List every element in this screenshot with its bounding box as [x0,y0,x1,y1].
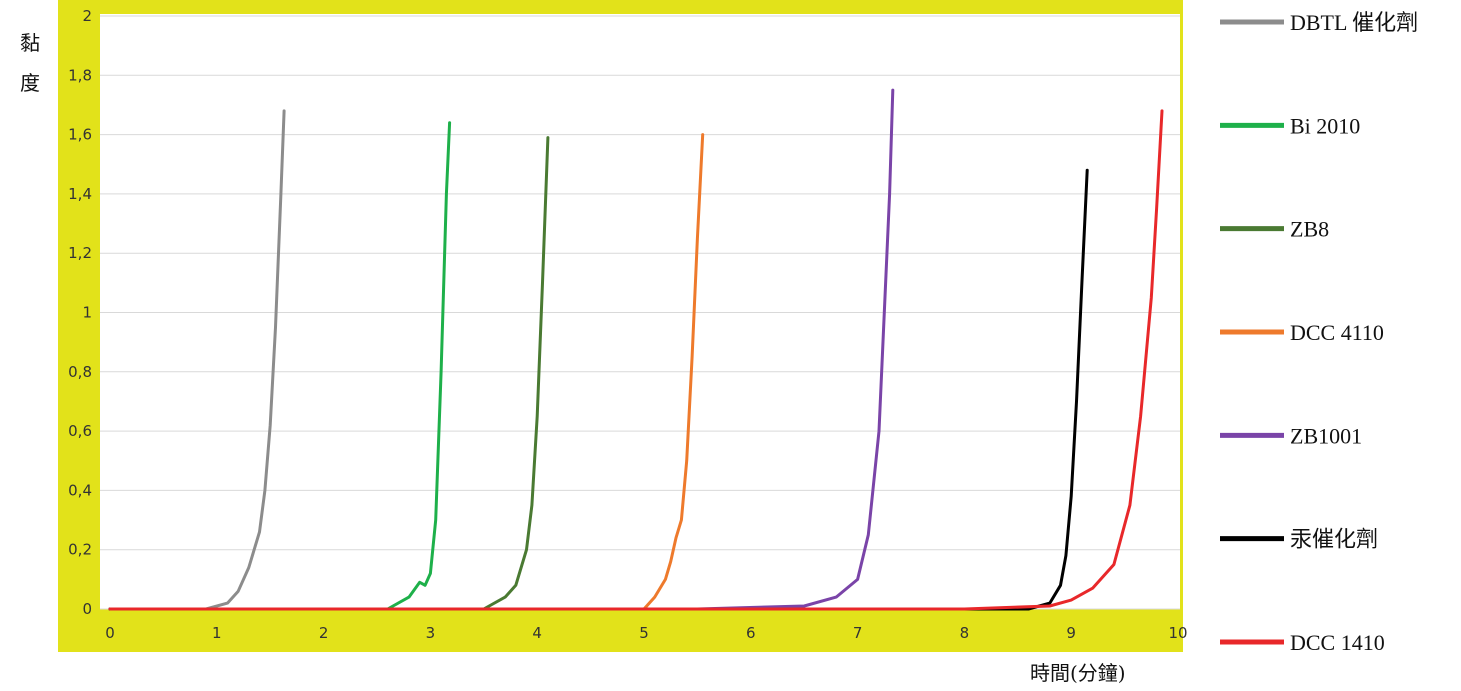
x-tick-label: 10 [1168,624,1187,642]
y-axis-title-char: 黏 [20,31,40,55]
x-tick-label: 8 [960,624,970,642]
legend-label: Bi 2010 [1290,113,1360,138]
series-line-1 [108,121,452,611]
legend-label: 汞催化劑 [1290,527,1378,552]
plot-area [100,14,1180,609]
y-tick-label: 1,2 [68,244,92,262]
y-tick-label: 1 [82,304,92,322]
x-tick-labels: 0 1 2 3 4 5 6 7 8 9 10 [105,624,1187,642]
x-tick-label: 0 [105,624,115,642]
y-tick-label: 0 [82,600,92,618]
y-tick-label: 0,6 [68,422,92,440]
legend-label: DBTL 催化劑 [1290,10,1418,35]
x-tick-label: 2 [319,624,329,642]
y-tick-label: 1,6 [68,126,92,144]
x-tick-label: 3 [426,624,436,642]
x-tick-label: 7 [853,624,863,642]
x-tick-label: 4 [532,624,542,642]
x-tick-label: 5 [639,624,649,642]
x-axis-title: 時間(分鐘) [1030,661,1126,685]
legend-label: DCC 1410 [1290,630,1385,655]
y-tick-label: 1,8 [68,66,92,84]
legend-label: ZB8 [1290,217,1329,242]
x-tick-label: 6 [746,624,756,642]
y-tick-label: 1,4 [68,185,92,203]
x-tick-label: 9 [1066,624,1076,642]
y-tick-label: 0,8 [68,363,92,381]
legend-label: ZB1001 [1290,423,1362,448]
legend: DBTL 催化劑 Bi 2010 ZB8 DCC 4110 ZB1001 汞催化劑 DCC … [1220,10,1418,655]
y-tick-label: 2 [82,7,92,25]
y-axis-title-char: 度 [20,71,40,95]
y-tick-label: 0,4 [68,481,92,499]
series-line-6 [108,109,1164,611]
series-line-2 [108,136,550,611]
series-layer [108,88,1164,611]
series-line-0 [108,109,286,611]
y-tick-labels: 0 0,2 0,4 0,6 0,8 1 1,2 1,4 1,6 1,8 2 [68,7,92,618]
y-tick-label: 0,2 [68,541,92,559]
series-line-3 [108,133,705,611]
legend-label: DCC 4110 [1290,320,1384,345]
y-axis-title: 黏度 [20,31,40,95]
x-tick-label: 1 [212,624,222,642]
